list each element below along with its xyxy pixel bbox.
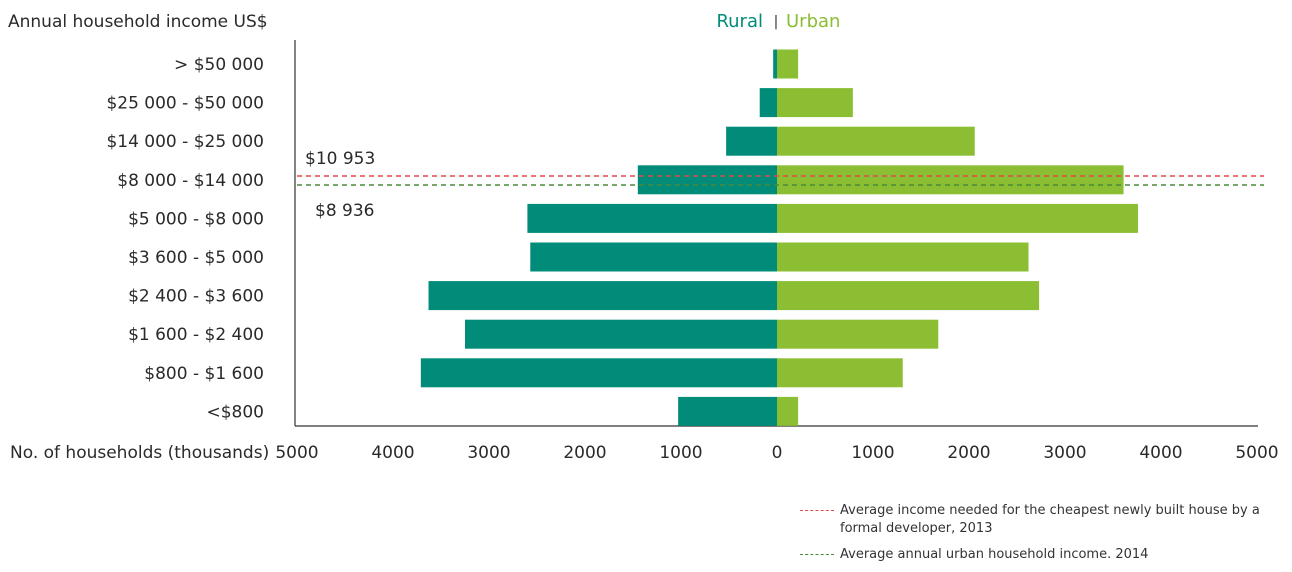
x-tick-label: 0 [772, 443, 783, 463]
legend-text-house-cost: Average income needed for the cheapest n… [840, 503, 1260, 536]
legend-row-urban-income: Average annual urban household income. 2… [800, 546, 1280, 564]
bar-urban [777, 203, 1138, 233]
legend-divider: | [774, 14, 779, 30]
x-tick-label: 3000 [467, 443, 510, 463]
legend-rural: Rural [716, 11, 763, 32]
bar-rural [759, 88, 777, 118]
category-label: <$800 [206, 402, 264, 422]
bar-urban [777, 165, 1124, 195]
bar-urban [777, 396, 799, 426]
x-tick-label: 2000 [563, 443, 606, 463]
legend-text-urban-income: Average annual urban household income. 2… [840, 547, 1149, 562]
x-tick-label: 2000 [947, 443, 990, 463]
reference-label-urban-income: $8 936 [315, 201, 374, 221]
bar-urban [777, 49, 799, 79]
reference-lines: $10 953 $8 936 [297, 149, 1264, 221]
category-label: $2 400 - $3 600 [128, 287, 264, 307]
bar-rural [428, 281, 777, 311]
x-tick-label: 4000 [1139, 443, 1182, 463]
bar-urban [777, 126, 975, 156]
bar-rural [726, 126, 777, 156]
x-tick-label: 4000 [371, 443, 414, 463]
category-label: $25 000 - $50 000 [106, 94, 264, 114]
x-axis-title: No. of households (thousands) [10, 443, 269, 463]
bar-urban [777, 358, 903, 388]
x-tick-label: 1000 [851, 443, 894, 463]
bars [420, 49, 1138, 426]
category-labels: > $50 000 $25 000 - $50 000 $14 000 - $25 … [106, 55, 264, 422]
bar-rural [773, 49, 777, 79]
bar-urban [777, 281, 1040, 311]
legend-urban: Urban [786, 11, 840, 32]
bar-rural [465, 319, 777, 349]
legend-dash-red [800, 510, 834, 511]
bar-rural [530, 242, 777, 272]
category-label: $14 000 - $25 000 [106, 132, 264, 152]
category-label: $1 600 - $2 400 [128, 325, 264, 345]
x-tick-label: 5000 [275, 443, 318, 463]
reference-label-house-cost: $10 953 [305, 149, 375, 169]
x-tick-labels: 5000 4000 3000 2000 1000 0 1000 2000 3000 4000 500… [275, 443, 1278, 463]
reference-legend: Average income needed for the cheapest n… [800, 502, 1280, 572]
bar-urban [777, 88, 853, 118]
category-label: > $50 000 [174, 55, 264, 75]
bar-urban [777, 319, 939, 349]
legend-dash-green [800, 554, 834, 555]
bar-urban [777, 242, 1029, 272]
category-label: $5 000 - $8 000 [128, 209, 264, 229]
x-tick-label: 3000 [1043, 443, 1086, 463]
bar-rural [678, 396, 777, 426]
category-label: $3 600 - $5 000 [128, 248, 264, 268]
legend-row-house-cost: Average income needed for the cheapest n… [800, 502, 1280, 538]
category-label: $800 - $1 600 [144, 364, 264, 384]
bar-rural [527, 203, 777, 233]
y-axis-title: Annual household income US$ [8, 12, 268, 32]
x-tick-label: 1000 [659, 443, 702, 463]
bar-rural [637, 165, 777, 195]
bar-rural [420, 358, 777, 388]
category-label: $8 000 - $14 000 [117, 171, 264, 191]
series-legend: Rural | Urban [716, 11, 840, 32]
x-tick-label: 5000 [1235, 443, 1278, 463]
